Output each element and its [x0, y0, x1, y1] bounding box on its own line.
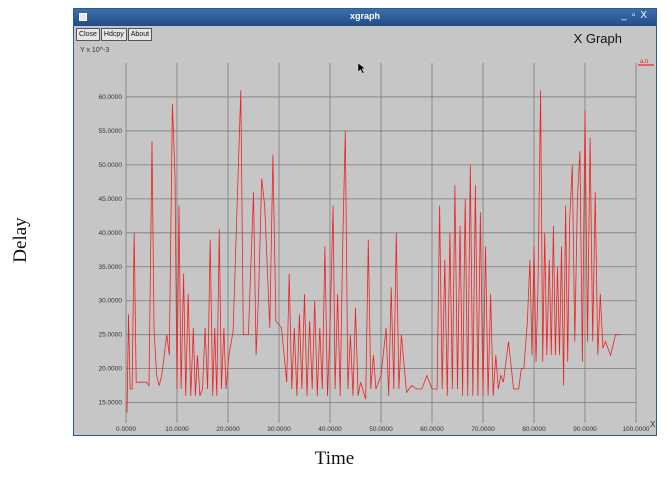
close-window-icon[interactable]: X — [640, 10, 652, 21]
x-tick-label: 10.0000 — [165, 426, 189, 433]
x-tick-label: 60.0000 — [420, 426, 444, 433]
y-tick-label: 30.0000 — [99, 298, 123, 305]
minimize-icon[interactable]: _ — [621, 10, 632, 21]
y-tick-label: 40.0000 — [99, 230, 123, 237]
xgraph-window: 0.0000 10.0000 20.0000 30.0000 40.0000 50.000… — [73, 8, 657, 436]
y-tick-label: 20.0000 — [99, 366, 123, 373]
y-tick-label: 15.0000 — [99, 400, 123, 407]
graph-title: X Graph — [574, 31, 622, 46]
x-tick-label: 90.0000 — [573, 426, 597, 433]
x-tick-label: 40.0000 — [318, 426, 342, 433]
toolbar: Close Hdcpy About — [76, 28, 153, 41]
mouse-cursor-icon — [357, 62, 366, 74]
x-tick-label: 30.0000 — [267, 426, 291, 433]
x-tick-label: 80.0000 — [522, 426, 546, 433]
y-unit-label: Y x 10^-3 — [80, 47, 109, 54]
x-tick-label: 0.0000 — [116, 426, 136, 433]
y-tick-label: 55.0000 — [99, 128, 123, 135]
window-title: xgraph — [349, 11, 380, 21]
y-tick-label: 35.0000 — [99, 264, 123, 271]
figure-y-label-text: Delay — [10, 217, 31, 263]
graph-canvas: 0.0000 10.0000 20.0000 30.0000 40.0000 50.000… — [80, 31, 656, 433]
x-unit-label: X — [650, 420, 656, 429]
y-tick-label: 60.0000 — [99, 94, 123, 101]
series-line-a-tr — [126, 90, 621, 413]
legend-label: a.tr — [640, 59, 649, 65]
figure-y-axis-label: Delay — [6, 200, 36, 280]
window-menu-icon[interactable] — [79, 13, 87, 21]
y-tick-label: 25.0000 — [99, 332, 123, 339]
about-button[interactable]: About — [127, 28, 153, 41]
window-titlebar[interactable]: xgraph _▫X — [74, 9, 656, 26]
y-tick-label: 50.0000 — [99, 162, 123, 169]
window-controls: _▫X — [621, 10, 652, 21]
figure-x-axis-label: Time — [314, 448, 355, 469]
hardcopy-button[interactable]: Hdcpy — [100, 28, 127, 41]
y-tick-label: 45.0000 — [99, 196, 123, 203]
x-tick-label: 50.0000 — [369, 426, 393, 433]
x-tick-label: 20.0000 — [216, 426, 240, 433]
x-tick-label: 100.0000 — [622, 426, 649, 433]
close-button[interactable]: Close — [76, 28, 100, 41]
maximize-icon[interactable]: ▫ — [631, 10, 641, 21]
x-tick-label: 70.0000 — [471, 426, 495, 433]
